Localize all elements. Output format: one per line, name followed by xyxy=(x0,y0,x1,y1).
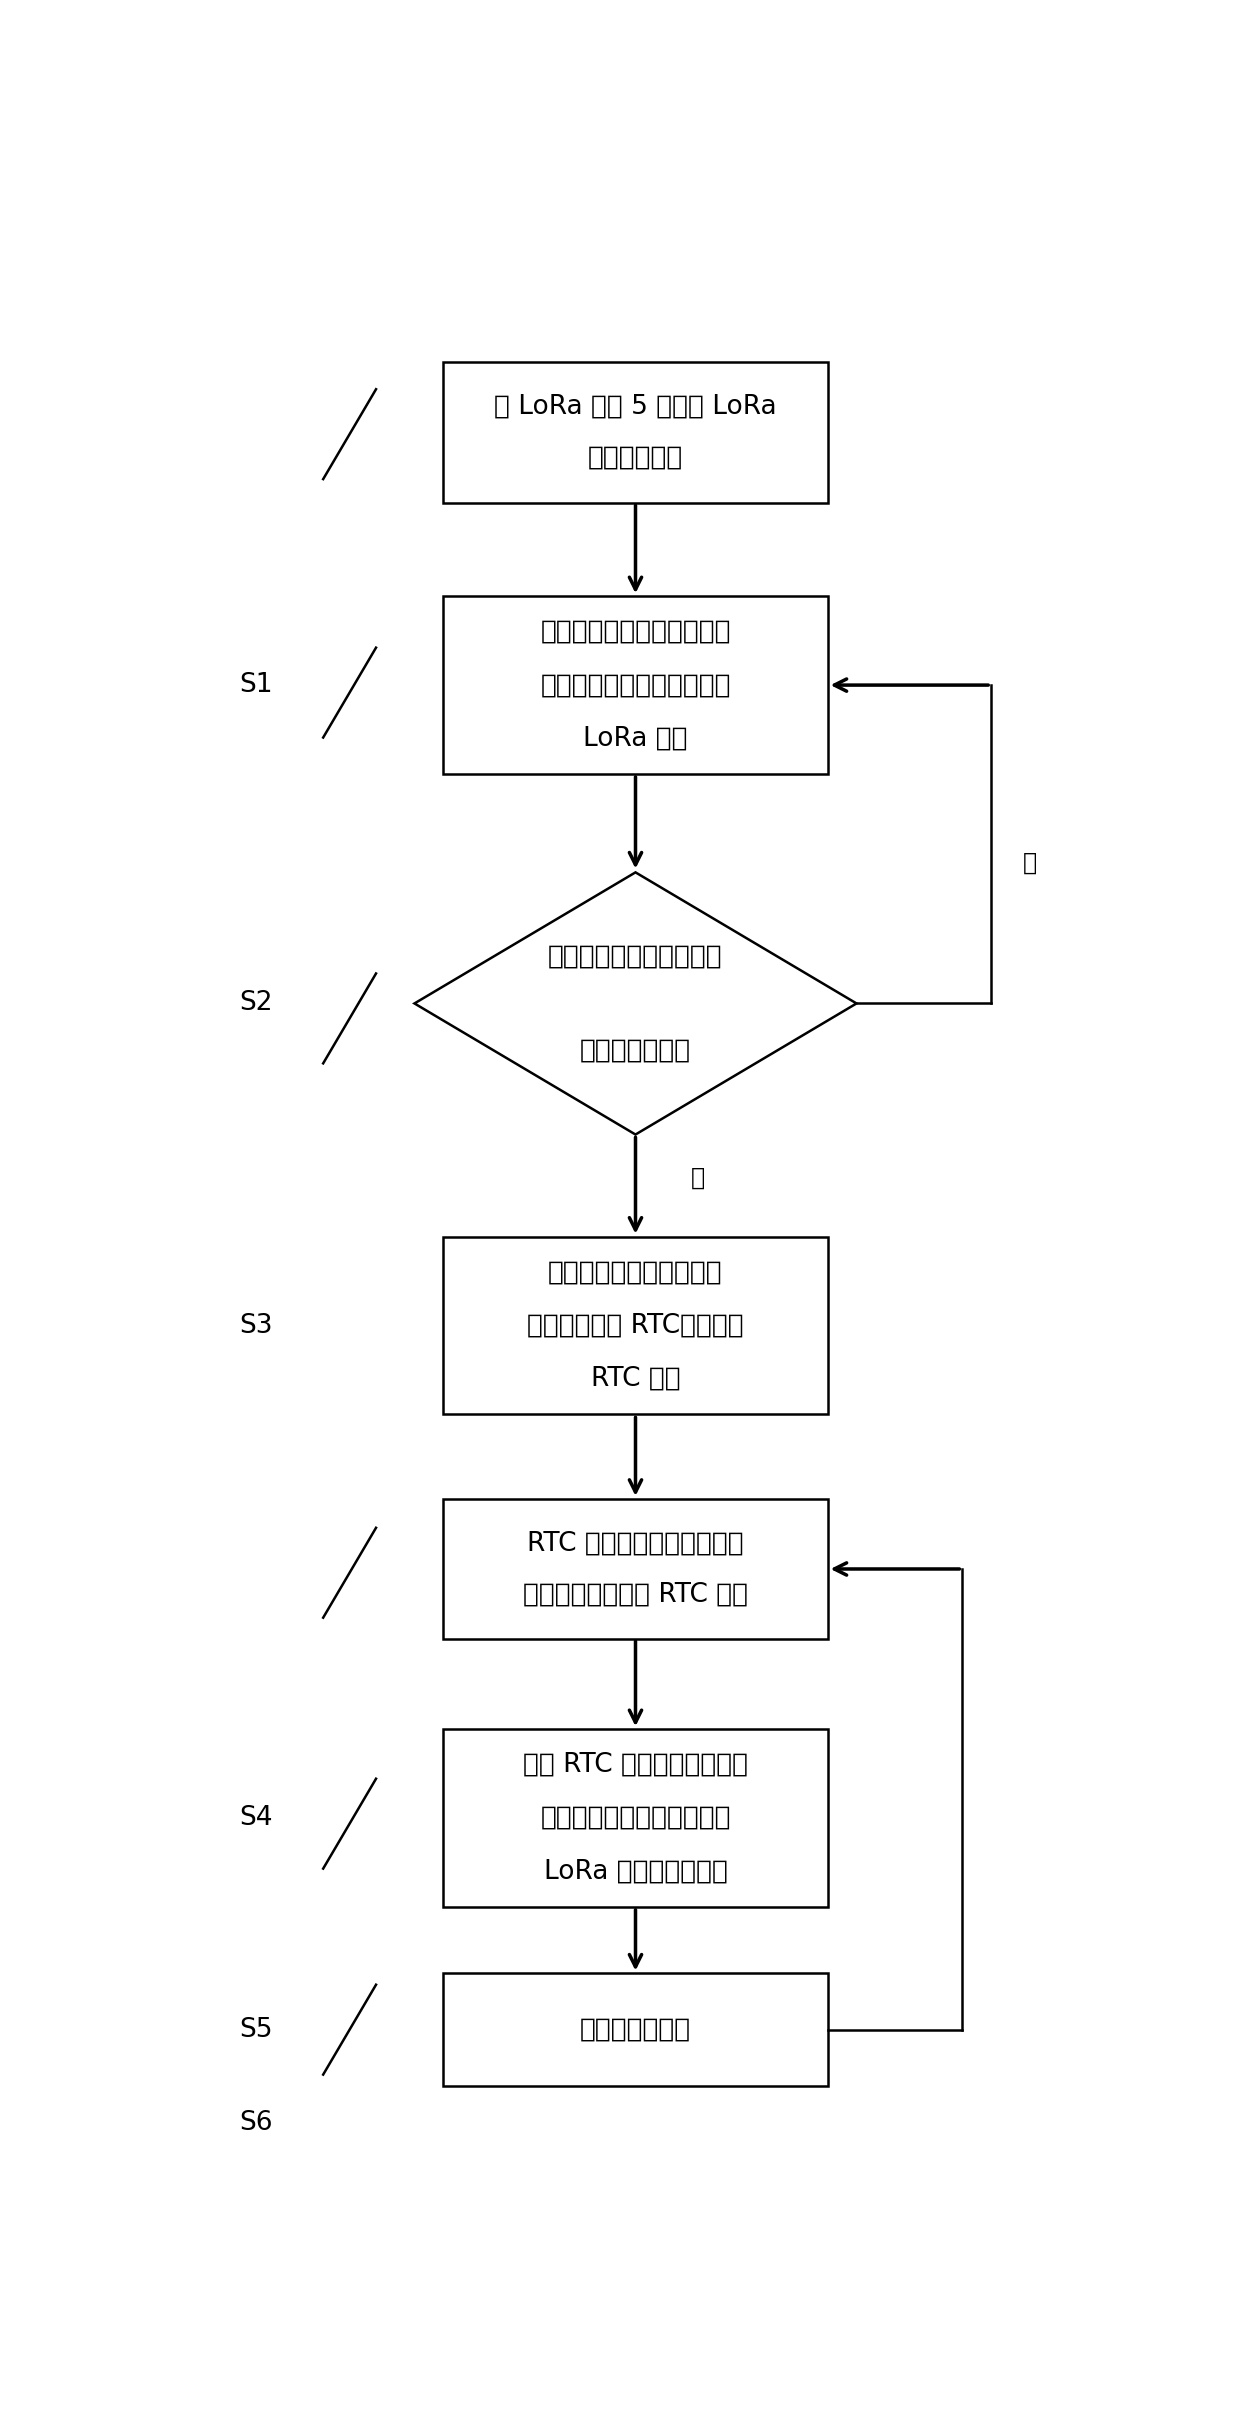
Text: RTC 闹钟: RTC 闹钟 xyxy=(590,1367,681,1391)
Text: 将时间同步到发送时间的: 将时间同步到发送时间的 xyxy=(548,1260,723,1284)
Text: 耗模式唤醒并更新 RTC 闹钟: 耗模式唤醒并更新 RTC 闹钟 xyxy=(523,1581,748,1608)
Bar xyxy=(444,1972,828,2087)
Text: 到上位机分配的发送时间，: 到上位机分配的发送时间， xyxy=(541,1805,730,1831)
Bar xyxy=(444,1235,828,1415)
Text: S3: S3 xyxy=(239,1313,273,1338)
Text: 否: 否 xyxy=(1023,851,1037,876)
Text: 前一秒并更新 RTC，初始化: 前一秒并更新 RTC，初始化 xyxy=(527,1313,744,1338)
Polygon shape xyxy=(414,873,857,1133)
Text: S6: S6 xyxy=(239,2111,273,2135)
Text: 隔、组号、发送周期发送给: 隔、组号、发送周期发送给 xyxy=(541,671,730,698)
Text: 向 LoRa 网关 5 发送带 LoRa: 向 LoRa 网关 5 发送带 LoRa xyxy=(495,394,776,421)
Bar xyxy=(444,1729,828,1907)
Text: 查询 RTC 时间，将时间同步: 查询 RTC 时间，将时间同步 xyxy=(523,1751,748,1778)
Text: 地址的请求包: 地址的请求包 xyxy=(588,445,683,469)
Text: LoRa 模块: LoRa 模块 xyxy=(583,725,688,751)
Text: 是: 是 xyxy=(691,1165,706,1189)
Text: RTC 闹钟中断将系统从低功: RTC 闹钟中断将系统从低功 xyxy=(527,1530,744,1556)
Text: 判断信息内的地址和自己: 判断信息内的地址和自己 xyxy=(548,944,723,970)
Text: S1: S1 xyxy=(239,671,273,698)
Text: 的地址是否一致: 的地址是否一致 xyxy=(580,1038,691,1063)
Bar xyxy=(444,596,828,773)
Text: LoRa 模块发送数据包: LoRa 模块发送数据包 xyxy=(543,1858,728,1885)
Text: S2: S2 xyxy=(239,990,273,1017)
Text: 上位机将当前时间、分组间: 上位机将当前时间、分组间 xyxy=(541,618,730,644)
Bar xyxy=(444,362,828,503)
Text: S5: S5 xyxy=(239,2016,273,2043)
Bar xyxy=(444,1498,828,1639)
Text: S4: S4 xyxy=(239,1805,273,1831)
Text: 进入低功耗模式: 进入低功耗模式 xyxy=(580,2016,691,2043)
